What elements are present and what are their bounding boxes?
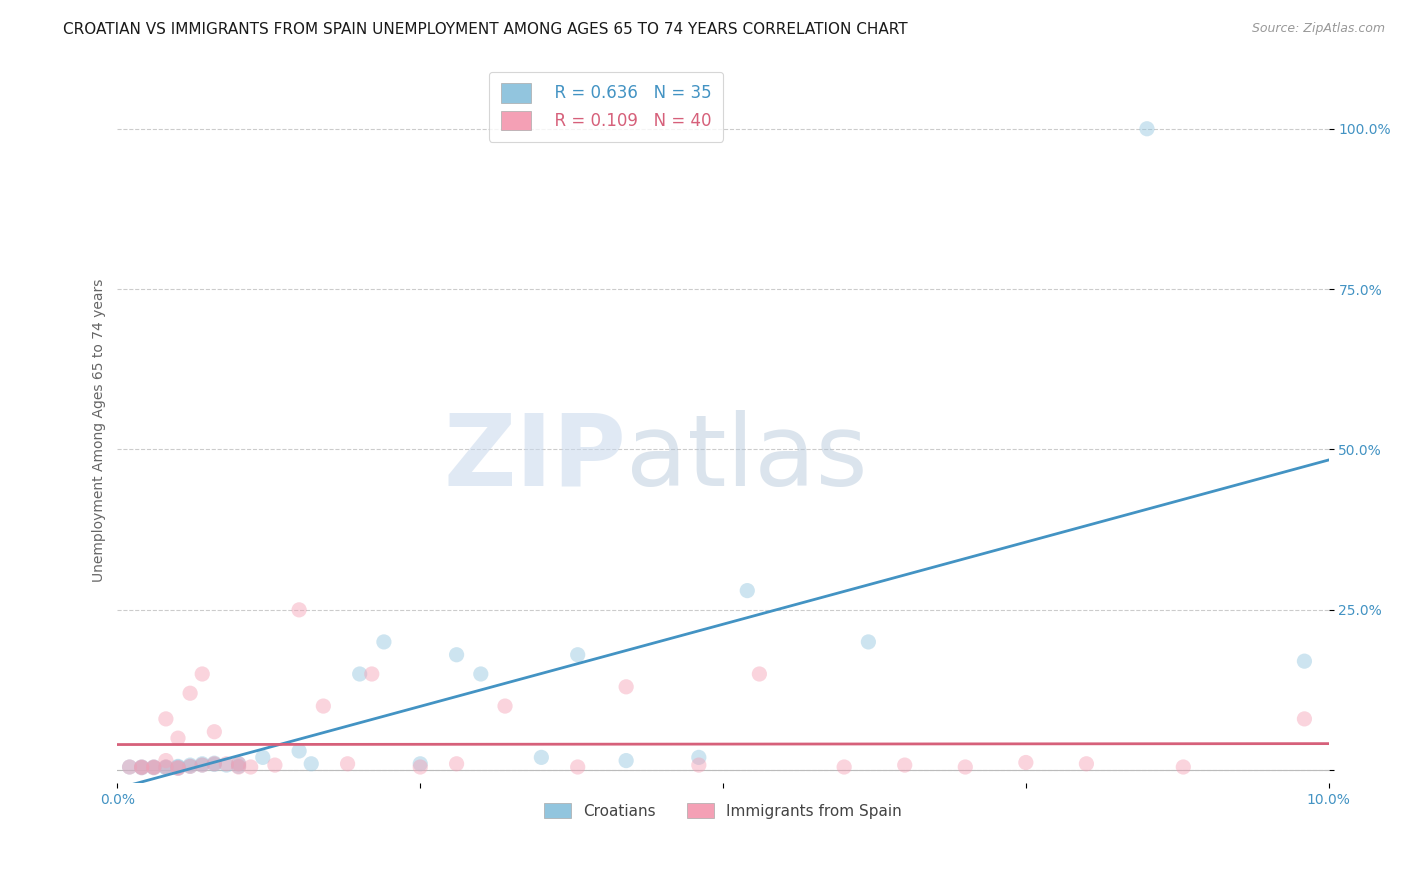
Point	[228, 760, 250, 774]
Point	[336, 756, 359, 771]
Point	[688, 750, 710, 764]
Point	[228, 756, 250, 771]
Point	[191, 758, 214, 772]
Point	[288, 744, 311, 758]
Point	[1076, 756, 1098, 771]
Point	[142, 761, 165, 775]
Point	[155, 754, 177, 768]
Point	[228, 759, 250, 773]
Point	[131, 760, 153, 774]
Point	[191, 756, 214, 771]
Point	[179, 759, 201, 773]
Point	[567, 760, 589, 774]
Text: CROATIAN VS IMMIGRANTS FROM SPAIN UNEMPLOYMENT AMONG AGES 65 TO 74 YEARS CORRELA: CROATIAN VS IMMIGRANTS FROM SPAIN UNEMPL…	[63, 22, 908, 37]
Point	[155, 760, 177, 774]
Point	[142, 761, 165, 775]
Point	[191, 758, 214, 772]
Point	[179, 759, 201, 773]
Point	[131, 761, 153, 775]
Point	[288, 603, 311, 617]
Point	[360, 667, 382, 681]
Point	[155, 712, 177, 726]
Point	[202, 724, 225, 739]
Point	[167, 731, 190, 746]
Point	[446, 756, 468, 771]
Point	[118, 760, 141, 774]
Point	[409, 760, 432, 774]
Point	[567, 648, 589, 662]
Point	[614, 754, 637, 768]
Point	[131, 760, 153, 774]
Point	[239, 760, 262, 774]
Point	[191, 667, 214, 681]
Point	[688, 758, 710, 772]
Point	[1015, 756, 1038, 770]
Point	[167, 759, 190, 773]
Point	[215, 756, 238, 771]
Legend: Croatians, Immigrants from Spain: Croatians, Immigrants from Spain	[537, 797, 908, 825]
Point	[858, 635, 880, 649]
Point	[409, 756, 432, 771]
Point	[446, 648, 468, 662]
Point	[748, 667, 770, 681]
Point	[1294, 712, 1316, 726]
Point	[264, 758, 287, 772]
Point	[494, 699, 516, 714]
Text: ZIP: ZIP	[443, 410, 626, 507]
Point	[252, 750, 274, 764]
Point	[167, 761, 190, 775]
Point	[142, 760, 165, 774]
Point	[530, 750, 553, 764]
Point	[202, 756, 225, 771]
Text: Source: ZipAtlas.com: Source: ZipAtlas.com	[1251, 22, 1385, 36]
Point	[167, 761, 190, 775]
Point	[202, 757, 225, 772]
Point	[312, 699, 335, 714]
Point	[373, 635, 395, 649]
Point	[832, 760, 855, 774]
Point	[142, 760, 165, 774]
Point	[167, 760, 190, 774]
Point	[1294, 654, 1316, 668]
Text: atlas: atlas	[626, 410, 868, 507]
Point	[215, 758, 238, 772]
Point	[1173, 760, 1195, 774]
Point	[349, 667, 371, 681]
Point	[735, 583, 758, 598]
Point	[118, 760, 141, 774]
Point	[167, 761, 190, 775]
Point	[155, 760, 177, 774]
Point	[202, 756, 225, 771]
Point	[179, 686, 201, 700]
Point	[155, 761, 177, 775]
Point	[228, 756, 250, 771]
Point	[131, 761, 153, 775]
Point	[299, 756, 322, 771]
Point	[955, 760, 977, 774]
Point	[1136, 121, 1159, 136]
Point	[179, 758, 201, 772]
Point	[614, 680, 637, 694]
Point	[893, 758, 915, 772]
Point	[470, 667, 492, 681]
Y-axis label: Unemployment Among Ages 65 to 74 years: Unemployment Among Ages 65 to 74 years	[93, 278, 107, 582]
